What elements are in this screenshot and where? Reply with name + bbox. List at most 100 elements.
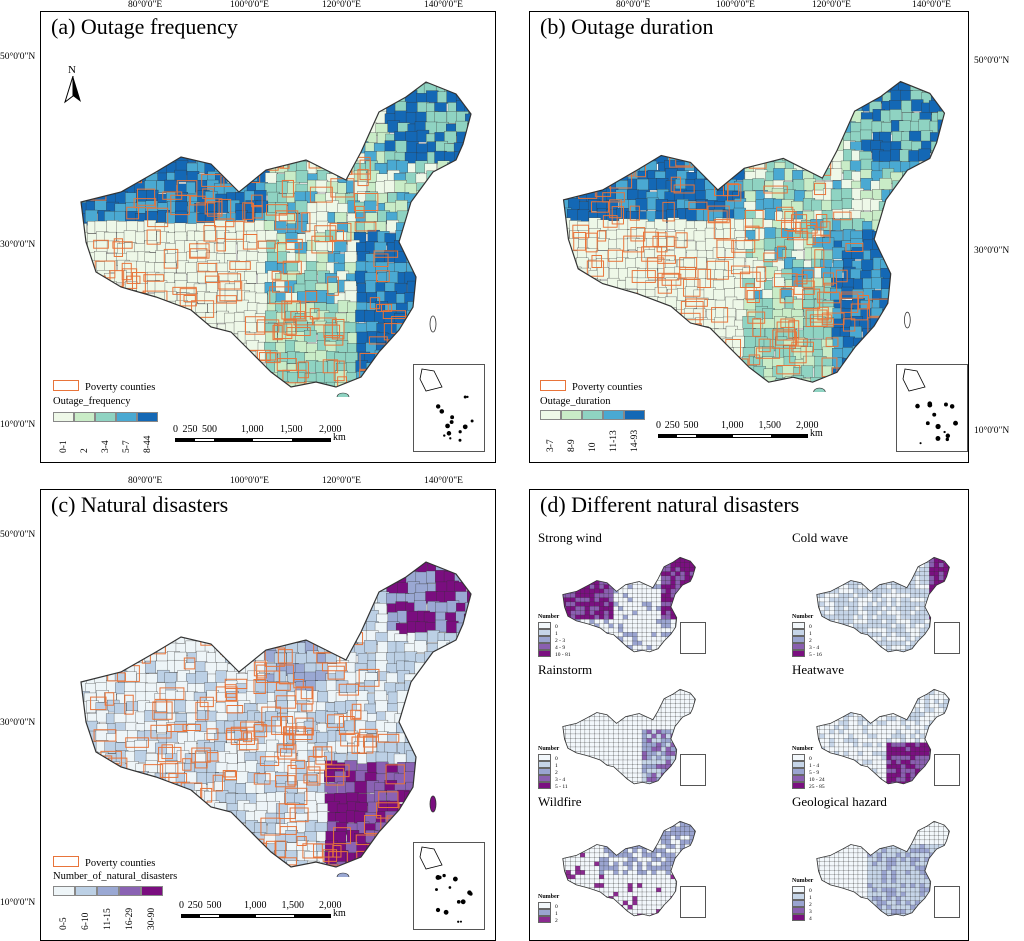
lat-label: 50°0'0"N [0,52,36,62]
small-legend-label: 0 [809,624,812,630]
map-layer [80,561,472,877]
small-legend-swatch [792,761,805,768]
small-legend-label: 1 [555,631,558,637]
legend-label: 11-13 [608,430,619,452]
poverty-swatch [540,380,566,391]
small-legend-swatch [792,754,805,761]
legend-label: 3-7 [545,439,556,452]
country-outline [80,81,472,388]
legend-swatch [95,412,116,422]
scale-unit: km [333,432,346,443]
small-legend-item: 2 [538,916,558,924]
small-legend-item: 2 - 3 [538,636,565,644]
legend-label: 0-1 [58,440,69,453]
lat-label: 10°0'0"N [0,420,36,430]
small-legend-item: 0 [538,754,558,762]
scale-label: 500 [683,420,699,431]
small-legend-label: 2 [809,902,812,908]
scale-label: 500 [202,424,217,435]
legend-label: 6-10 [81,912,91,930]
small-legend-item: 0 [538,622,558,630]
taiwan-island [429,795,437,813]
small-legend-label: 0 [555,904,558,910]
small-legend-title: Number [792,878,814,884]
lon-label: 140°0'0"E [424,0,463,10]
legend-label: 3-4 [100,440,111,453]
country-outline [80,561,472,868]
poverty-legend: Poverty counties [53,380,155,393]
north-arrow: N [63,64,83,104]
small-legend-swatch [538,902,551,909]
country-outline [562,80,946,383]
lat-label: 50°0'0"N [974,56,1010,66]
panel-title: (d) Different natural disasters [540,492,800,517]
small-map-title: Cold wave [792,530,848,545]
legend-label: 0-5 [59,917,69,930]
small-legend-item: 4 - 9 [538,643,565,651]
south-china-sea-inset [413,364,485,452]
small-legend-item: 3 - 4 [538,775,565,783]
small-legend-item: 3 [792,907,812,915]
legend-swatch [74,412,95,422]
small-china-map [816,688,950,785]
legend-label: 8-9 [566,439,577,452]
small-legend-swatch [792,907,805,914]
legend-swatch [97,886,119,896]
small-legend-label: 5 - 16 [809,652,822,658]
lat-label: 50°0'0"N [0,530,36,540]
lat-label: 30°0'0"N [0,718,36,728]
legend-bar [53,412,158,422]
small-china-map [562,820,696,917]
small-legend-swatch [538,643,551,650]
legend-swatch [624,410,645,420]
small-china-map [816,820,950,917]
small-legend-swatch [792,768,805,775]
legend-label: 8-44 [142,435,153,453]
small-legend-title: Number [538,746,560,752]
legend-swatch [561,410,582,420]
hainan-island [336,392,350,397]
small-legend-swatch [792,900,805,907]
lon-label: 120°0'0"E [322,0,361,10]
small-inset [680,622,706,654]
small-legend-item: 1 [792,893,812,901]
scale-label: 1,500 [280,424,303,435]
legend-swatch [53,412,74,422]
scale-label: 2,000 [319,900,342,911]
small-legend-swatch [538,636,551,643]
small-legend-label: 10 - 81 [555,652,571,658]
small-legend-item: 1 [538,761,558,769]
small-legend-item: 0 [792,754,812,762]
small-legend-swatch [538,650,551,657]
small-legend-item: 1 [538,909,558,917]
small-legend-label: 3 - 4 [809,645,820,651]
small-legend-item: 2 [538,768,558,776]
lat-label: 10°0'0"N [0,898,36,908]
small-legend-swatch [792,775,805,782]
scale-label: 2,000 [319,424,342,435]
legend-swatch [141,886,163,896]
lon-label: 80°0'0"E [128,476,163,486]
small-legend-item: 2 [792,900,812,908]
scale-label: 2,000 [796,420,819,431]
small-legend-item: 5 - 16 [792,650,822,658]
scale-label: 250 [182,424,198,435]
small-legend-label: 3 [809,909,812,915]
small-legend-swatch [538,775,551,782]
south-china-sea-inset [896,364,968,452]
small-legend-title: Number [792,614,814,620]
small-inset [934,622,960,654]
legend-label: 16-29 [125,907,135,930]
small-legend-item: 5 - 11 [538,782,568,790]
small-legend-swatch [538,768,551,775]
poverty-label: Poverty counties [85,382,156,393]
small-legend-swatch [792,893,805,900]
legend-swatch [603,410,624,420]
scale-segment [256,915,294,917]
legend-label: 14-93 [629,429,640,452]
china-map [80,561,472,877]
scale-unit: km [810,428,823,439]
legend-label: 11-15 [103,908,113,930]
